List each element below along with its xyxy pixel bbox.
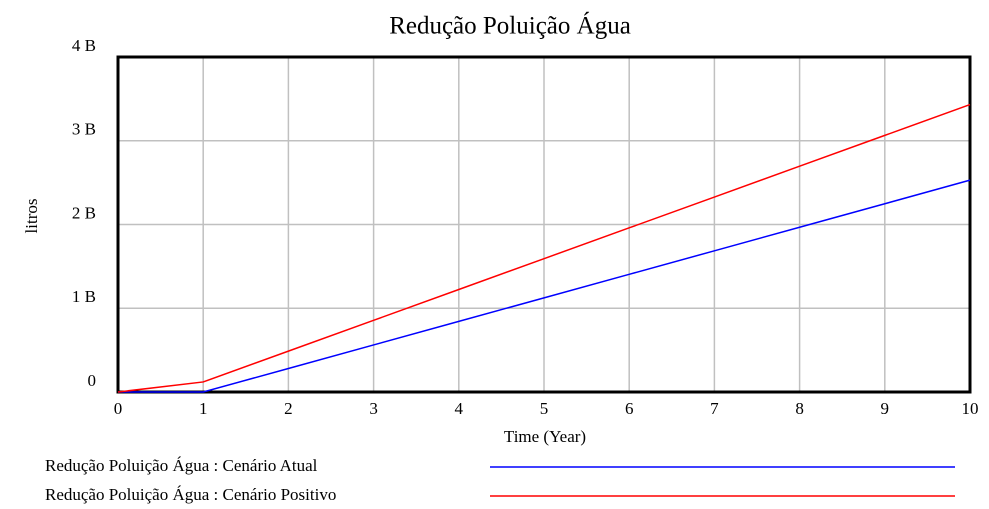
x-tick-label: 2: [284, 399, 293, 418]
series-line: [118, 179, 971, 393]
x-tick-label: 6: [625, 399, 634, 418]
y-tick-label: 2 B: [72, 203, 96, 222]
x-tick-label: 5: [540, 399, 549, 418]
y-tick-label: 3 B: [72, 120, 96, 139]
y-tick-label: 0: [88, 371, 97, 390]
legend-label: Redução Poluição Água : Cenário Atual: [45, 456, 318, 475]
y-tick-label: 4 B: [72, 36, 96, 55]
x-tick-label: 10: [962, 399, 979, 418]
x-tick-label: 9: [881, 399, 890, 418]
x-tick-label: 8: [795, 399, 804, 418]
x-tick-label: 7: [710, 399, 719, 418]
x-axis-label: Time (Year): [504, 427, 586, 446]
y-tick-label: 1 B: [72, 287, 96, 306]
x-tick-label: 4: [455, 399, 464, 418]
y-axis-label: litros: [22, 199, 41, 234]
x-tick-label: 1: [199, 399, 208, 418]
chart-title: Redução Poluição Água: [389, 12, 631, 40]
plot-frame: [116, 55, 972, 394]
x-tick-label: 0: [114, 399, 123, 418]
legend-label: Redução Poluição Água : Cenário Positivo: [45, 485, 336, 504]
series-line: [117, 103, 971, 393]
x-tick-label: 3: [369, 399, 378, 418]
